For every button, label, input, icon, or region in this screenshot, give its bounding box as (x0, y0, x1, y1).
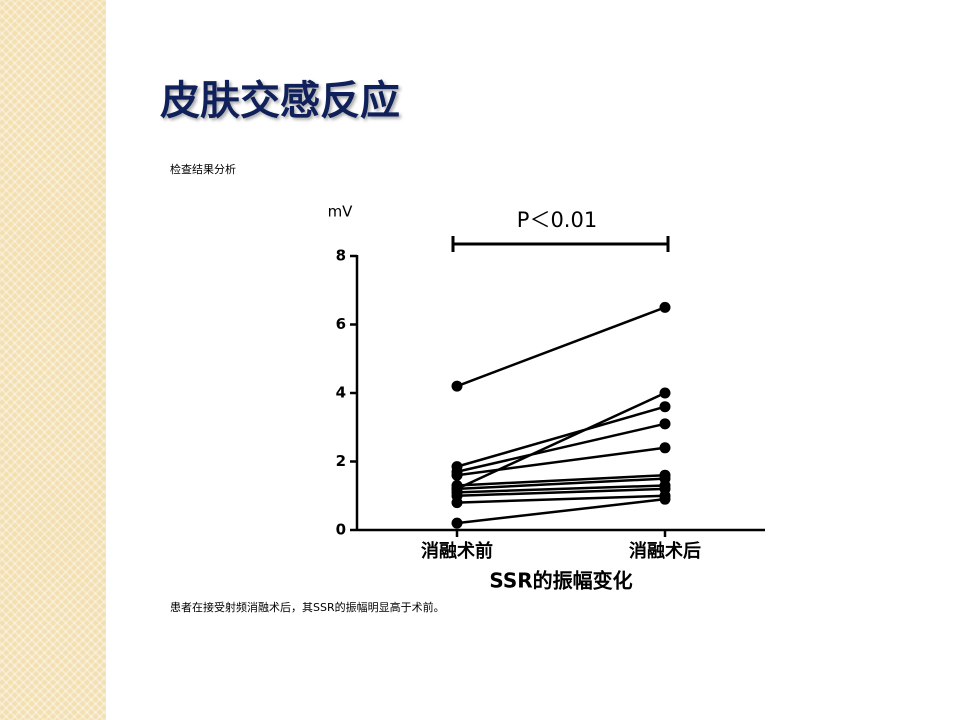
subject-line (456, 487, 666, 497)
point (659, 493, 671, 505)
decor-strip (0, 0, 106, 720)
x-tick-label: 消融术后 (629, 540, 701, 562)
y-unit: mV (328, 203, 354, 221)
subtitle: 检查结果分析 (170, 163, 236, 176)
subject-line (456, 422, 666, 473)
y-tick-label: 6 (336, 315, 346, 333)
annotation: P＜0.01 (517, 208, 597, 232)
subject-line (456, 391, 666, 491)
y-tick-label: 0 (336, 521, 346, 539)
caption: 患者在接受射频消融术后，其SSR的振幅明显高于术前。 (170, 601, 445, 614)
point (659, 387, 671, 399)
subject-line (456, 477, 666, 491)
point (451, 497, 463, 509)
point (659, 442, 671, 454)
point (451, 469, 463, 481)
bracket (451, 236, 670, 252)
subject-line (456, 405, 666, 468)
x-axis-label: SSR的振幅变化 (489, 569, 632, 593)
point (659, 418, 671, 430)
subject-line (456, 473, 666, 487)
y-tick-label: 2 (336, 452, 346, 470)
subject-line (456, 306, 666, 388)
subject-line (456, 497, 666, 525)
point (659, 401, 671, 413)
point (659, 301, 671, 313)
y-tick-label: 4 (336, 384, 346, 402)
slide-title: 皮肤交感反应 (160, 78, 400, 124)
subject-line (456, 446, 666, 477)
point (451, 517, 463, 529)
point (451, 380, 463, 392)
x-tick-label: 消融术前 (421, 540, 493, 562)
subject-line (456, 494, 666, 504)
y-tick-label: 8 (336, 247, 346, 265)
subject-line (456, 484, 666, 494)
